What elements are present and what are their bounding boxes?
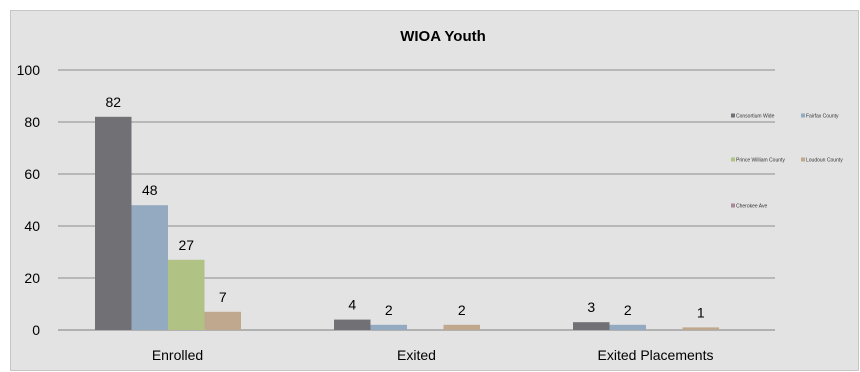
- y-tick-label: 80: [24, 114, 40, 130]
- bar: [443, 324, 480, 330]
- y-tick-label: 60: [24, 166, 40, 182]
- data-label: 3: [587, 299, 595, 315]
- x-axis-categories: Enrolled Exited Exited Placements: [152, 347, 714, 363]
- data-label: 4: [348, 297, 356, 313]
- y-tick-label: 40: [24, 218, 40, 234]
- legend-label: Consortium Wide: [736, 114, 775, 120]
- y-tick-label: 100: [17, 62, 41, 78]
- bar: [334, 319, 371, 330]
- data-label: 7: [219, 289, 227, 305]
- y-tick-label: 0: [32, 322, 40, 338]
- chart-title: WIOA Youth: [400, 28, 486, 45]
- legend-swatch: [801, 157, 805, 162]
- bars: [95, 116, 719, 330]
- legend: Consortium Wide Fairfax County Prince Will…: [731, 113, 843, 210]
- y-tick-label: 20: [24, 270, 40, 286]
- x-category-label: Exited: [397, 347, 436, 363]
- data-label: 82: [105, 94, 121, 110]
- bar: [204, 311, 241, 330]
- bar: [370, 324, 407, 330]
- data-labels: 82 48 27 7 4 2 2 3 2 1: [105, 94, 704, 321]
- data-label: 2: [624, 302, 632, 318]
- data-label: 48: [142, 182, 158, 198]
- data-label: 27: [178, 237, 194, 253]
- bar: [682, 327, 719, 330]
- y-axis-ticks: 0 20 40 60 80 100: [17, 62, 41, 338]
- legend-label: Prince William County: [736, 158, 785, 164]
- legend-label: Loudoun County: [806, 158, 843, 164]
- x-category-label: Enrolled: [152, 347, 203, 363]
- legend-label: Fairfax County: [806, 114, 839, 120]
- data-label: 2: [458, 302, 466, 318]
- legend-swatch: [731, 157, 735, 162]
- x-category-label: Exited Placements: [598, 347, 714, 363]
- bar: [131, 205, 168, 330]
- legend-swatch: [731, 203, 735, 208]
- bar: [609, 324, 646, 330]
- bar: [168, 259, 205, 330]
- data-label: 2: [385, 302, 393, 318]
- data-label: 1: [697, 304, 705, 320]
- legend-label: Cherokee Ave: [736, 204, 768, 210]
- bar: [95, 116, 132, 330]
- legend-swatch: [731, 113, 735, 118]
- bar: [573, 322, 610, 330]
- legend-swatch: [801, 113, 805, 118]
